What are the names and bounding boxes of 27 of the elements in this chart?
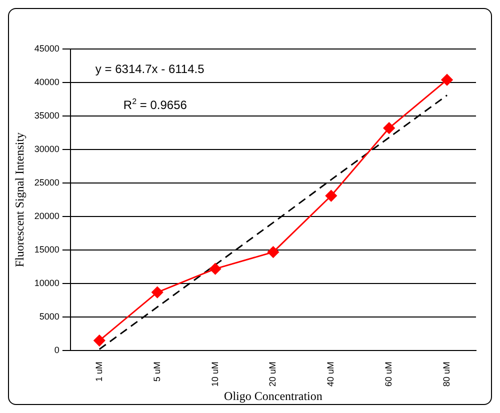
y-tick-label: 15000 <box>34 244 60 255</box>
y-axis-title: Fluorescent Signal Intensity <box>12 132 26 268</box>
point <box>210 263 222 275</box>
x-tick-label: 80 uM <box>442 362 452 387</box>
point <box>441 74 453 86</box>
x-axis-title: Oligo Concentration <box>224 388 322 403</box>
y-tick-label: 20000 <box>34 211 60 222</box>
x-tick-label: 1 uM <box>94 362 104 382</box>
point <box>94 334 106 346</box>
y-tick-label: 35000 <box>34 110 60 121</box>
x-tick-label: 5 uM <box>152 362 162 382</box>
y-tick-label: 40000 <box>34 76 60 87</box>
y-tick-label: 10000 <box>34 278 60 288</box>
x-tick-label: 10 uM <box>210 362 220 387</box>
point <box>267 246 279 258</box>
y-tick-label: 30000 <box>34 144 60 154</box>
x-tick-label: 40 uM <box>326 362 336 387</box>
point <box>152 286 164 298</box>
y-tick-label: 5000 <box>39 312 60 322</box>
point <box>325 190 337 202</box>
x-tick-label: 60 uM <box>384 362 394 387</box>
y-tick-label: 45000 <box>34 43 60 54</box>
annotation: y = 6314.7x - 6114.5 <box>95 62 205 76</box>
x-tick-label: 20 uM <box>268 362 278 387</box>
y-tick-label: 0 <box>54 345 60 356</box>
point <box>383 122 395 134</box>
y-tick-label: 25000 <box>34 178 60 188</box>
